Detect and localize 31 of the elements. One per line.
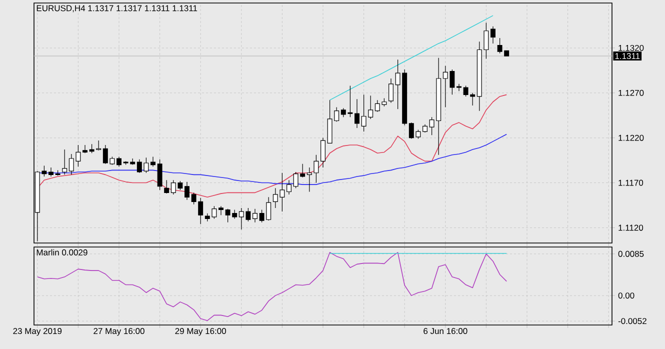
- y-tick-label: 1.1170: [618, 180, 644, 186]
- chart-title: EURUSD,H4 1.1317 1.1317 1.1311 1.1311: [36, 5, 198, 12]
- y-tick-label: 0.00: [618, 292, 634, 299]
- x-tick-label: 6 Jun 16:00: [424, 328, 468, 334]
- candlestick: [252, 208, 258, 223]
- candlestick: [164, 180, 170, 194]
- y-tick-label: 0.0085: [618, 250, 644, 257]
- y-tick-label: -0.0052: [618, 318, 646, 324]
- candlestick: [157, 159, 162, 190]
- y-tick-label: 1.1320: [618, 44, 644, 51]
- candlestick: [62, 149, 68, 175]
- candlestick: [82, 144, 88, 154]
- chart-title: Marlin 0.0029: [36, 249, 88, 256]
- candlestick: [286, 180, 292, 195]
- x-tick-label: 29 May 16:00: [175, 328, 226, 336]
- y-tick-label: 1.1120: [618, 224, 644, 231]
- candlestick: [150, 156, 156, 167]
- candlestick: [388, 78, 394, 104]
- x-tick-label: 23 May 2019: [13, 328, 62, 336]
- y-tick-label: 1.1270: [618, 90, 644, 96]
- candlestick: [490, 26, 496, 44]
- candlestick: [354, 98, 360, 128]
- candlestick: [116, 156, 122, 167]
- x-tick-label: 27 May 16:00: [94, 328, 144, 336]
- candlestick: [48, 167, 54, 177]
- candlestick: [456, 84, 462, 92]
- y-tick-label: 1.1220: [618, 134, 644, 141]
- candlestick: [218, 206, 224, 216]
- candlestick: [184, 182, 190, 200]
- ref-line-label: 1.1311: [615, 53, 640, 60]
- candlestick: [320, 138, 326, 168]
